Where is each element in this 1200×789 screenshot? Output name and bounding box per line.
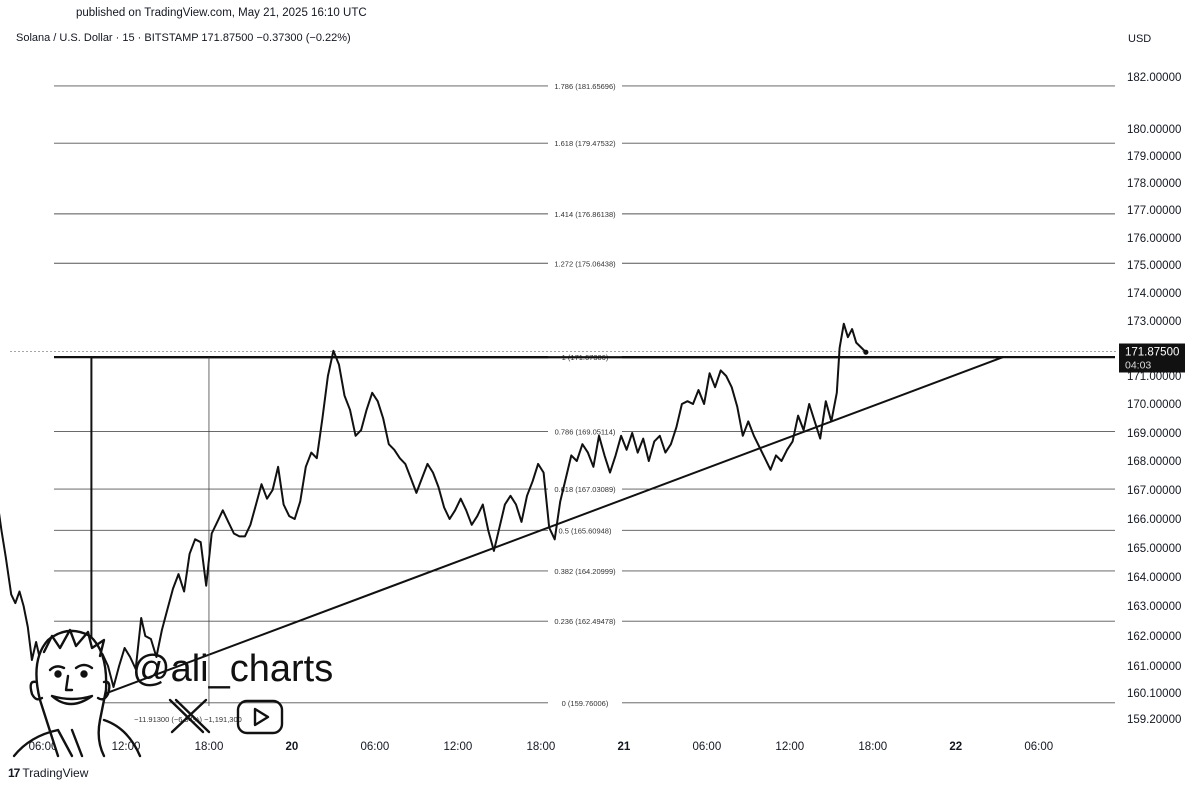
x-tick-label: 18:00: [195, 741, 224, 753]
y-tick-label: 171.00000: [1127, 371, 1181, 383]
price-series: [0, 322, 869, 694]
y-tick-label: 161.00000: [1127, 661, 1181, 673]
y-tick-label: 159.20000: [1127, 714, 1181, 726]
fib-label: 0.236 (162.49478): [554, 617, 616, 626]
x-tick-label: 06:00: [692, 741, 721, 753]
price-line[interactable]: [0, 322, 867, 694]
price-tag-countdown: 04:03: [1125, 360, 1151, 372]
x-tick-label: 18:00: [858, 741, 887, 753]
x-tick-label: 12:00: [444, 741, 473, 753]
cartoon-avatar-icon: [12, 628, 142, 758]
x-tick-label: 18:00: [526, 741, 555, 753]
fib-label: 1.414 (176.86138): [554, 210, 616, 219]
fib-label-bg: [548, 138, 622, 149]
y-tick-label: 165.00000: [1127, 543, 1181, 555]
fib-label: 1.786 (181.65696): [554, 82, 616, 91]
y-tick-label: 170.00000: [1127, 399, 1181, 411]
fib-label: 1.272 (175.06438): [554, 259, 616, 268]
x-logo-icon: [168, 698, 211, 734]
fib-label-bg: [548, 565, 622, 576]
y-tick-label: 177.00000: [1127, 205, 1181, 217]
y-tick-label: 164.00000: [1127, 572, 1181, 584]
fibonacci-levels: 1.786 (181.65696) 1.618 (179.47532) 1.414 …: [54, 80, 1115, 708]
x-tick-label: 20: [286, 741, 299, 753]
fib-label: 0.786 (169.05114): [555, 428, 616, 437]
x-tick-label: 06:00: [29, 741, 58, 753]
y-tick-label: 180.00000: [1127, 124, 1181, 136]
fib-label: 0.5 (165.60948): [559, 526, 612, 535]
published-note: published on TradingView.com, May 21, 20…: [76, 7, 367, 19]
y-tick-label: 173.00000: [1127, 316, 1181, 328]
fib-label: 1.618 (179.47532): [554, 139, 616, 148]
x-axis-ticks: 06:00 12:00 18:00 20 06:00 12:00 18:00 21 06:00 1…: [29, 741, 1054, 753]
currency-label[interactable]: USD: [1128, 33, 1152, 45]
y-tick-label: 166.00000: [1127, 514, 1181, 526]
y-tick-label: 169.00000: [1127, 428, 1181, 440]
x-tick-label: 12:00: [775, 741, 804, 753]
fib-label-bg: [548, 525, 622, 536]
youtube-play-icon: [236, 699, 284, 735]
watermark-handle: @ali_charts: [132, 648, 334, 690]
fib-label-bg: [548, 697, 622, 708]
y-axis-ticks: 182.00000 180.00000 179.00000 178.00000 177.…: [1127, 72, 1181, 726]
tradingview-mark-icon: 17: [8, 766, 20, 780]
tradingview-logo[interactable]: 17 TradingView: [8, 766, 88, 780]
fib-label-bg: [548, 484, 622, 495]
fib-label: 0.382 (164.20999): [554, 567, 616, 576]
fib-label: 0 (159.76006): [562, 699, 609, 708]
y-tick-label: 160.10000: [1127, 688, 1181, 700]
fib-label-bg: [548, 426, 622, 437]
x-tick-label: 22: [949, 741, 962, 753]
fib-label: 0.618 (167.03089): [554, 485, 616, 494]
fib-label-bg: [548, 80, 622, 91]
x-tick-label: 06:00: [361, 741, 390, 753]
symbol-legend[interactable]: Solana / U.S. Dollar · 15 · BITSTAMP 171…: [16, 32, 351, 44]
last-price-dot[interactable]: [863, 349, 869, 355]
fib-label-bg: [548, 208, 622, 219]
y-tick-label: 163.00000: [1127, 601, 1181, 613]
y-tick-label: 182.00000: [1127, 72, 1181, 84]
y-tick-label: 167.00000: [1127, 485, 1181, 497]
y-tick-label: 168.00000: [1127, 456, 1181, 468]
x-tick-label: 21: [617, 741, 630, 753]
price-tag-value: 171.87500: [1125, 347, 1179, 359]
fib-label-bg: [548, 616, 622, 627]
fib-label-bg: [548, 258, 622, 269]
y-tick-label: 178.00000: [1127, 178, 1181, 190]
drawings: −11.91300 (−6.94%) −1,191,300: [10, 351, 1118, 724]
y-tick-label: 174.00000: [1127, 288, 1181, 300]
x-tick-label: 06:00: [1024, 741, 1053, 753]
price-tag-box[interactable]: [1119, 343, 1185, 373]
ascending-trendline[interactable]: [91, 356, 1004, 700]
y-tick-label: 162.00000: [1127, 631, 1181, 643]
tradingview-wordmark: TradingView: [22, 766, 89, 780]
measure-label: −11.91300 (−6.94%) −1,191,300: [134, 715, 242, 724]
y-tick-label: 175.00000: [1127, 260, 1181, 272]
y-tick-label: 176.00000: [1127, 233, 1181, 245]
y-tick-label: 179.00000: [1127, 151, 1181, 163]
